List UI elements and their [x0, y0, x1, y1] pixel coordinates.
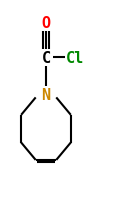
Text: N: N: [41, 87, 51, 102]
Text: Cl: Cl: [66, 51, 84, 66]
Text: C: C: [41, 51, 51, 66]
Text: O: O: [41, 16, 51, 31]
